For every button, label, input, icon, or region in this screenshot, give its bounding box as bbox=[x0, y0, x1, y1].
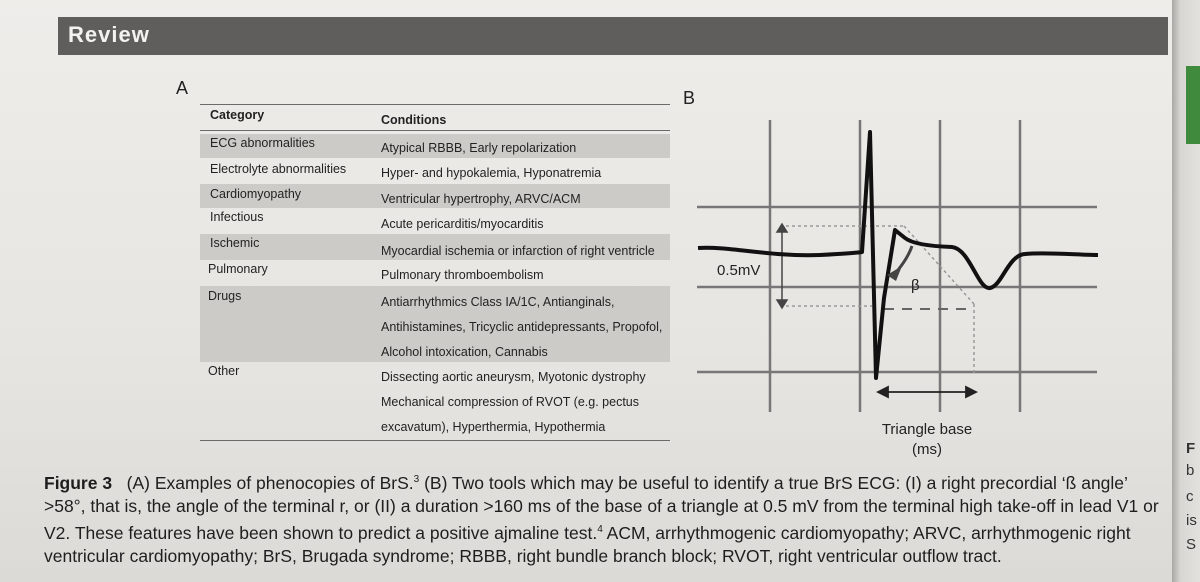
table-bottom-rule bbox=[200, 440, 670, 441]
row-category: Electrolyte abnormalities bbox=[210, 162, 347, 176]
ecg-diagram: 0.5mV β Triangle base (ms) bbox=[697, 120, 1099, 458]
beta-angle-arc bbox=[896, 245, 914, 271]
panel-b-label: B bbox=[683, 88, 696, 108]
row-category: Drugs bbox=[208, 289, 242, 303]
ecg-grid bbox=[697, 120, 1097, 412]
table-top-rule bbox=[200, 104, 670, 105]
row-category: Pulmonary bbox=[208, 262, 268, 276]
panel-a-label: A bbox=[176, 78, 189, 98]
row-category: Ischemic bbox=[210, 236, 260, 250]
figure-number: Figure 3 bbox=[44, 472, 113, 493]
triangle-base-label: Triangle base bbox=[882, 421, 972, 438]
table-row bbox=[200, 234, 670, 260]
adjacent-page-text: is bbox=[1186, 512, 1197, 529]
row-condition: Atypical RBBB, Early repolarization bbox=[381, 141, 577, 155]
citation: 4 bbox=[597, 523, 603, 535]
row-condition: Alcohol intoxication, Cannabis bbox=[381, 345, 548, 359]
column-header-conditions: Conditions bbox=[381, 113, 447, 127]
header-rule bbox=[200, 130, 670, 131]
beta-arc-arrowhead bbox=[887, 266, 902, 281]
citation: 3 bbox=[413, 474, 420, 485]
amplitude-arrow bbox=[775, 222, 789, 310]
figure-caption: Figure 3 (A) Examples of phenocopies of … bbox=[44, 468, 1164, 568]
triangle-base-arrow bbox=[875, 385, 979, 399]
adjacent-page-text: S bbox=[1186, 536, 1197, 553]
section-banner bbox=[58, 17, 1168, 55]
adjacent-page-text: c bbox=[1186, 488, 1194, 505]
amplitude-guides bbox=[780, 225, 975, 375]
row-condition: Myocardial ischemia or infarction of rig… bbox=[381, 244, 655, 258]
section-title: Review bbox=[68, 22, 150, 47]
table-row bbox=[200, 286, 670, 362]
row-category: Cardiomyopathy bbox=[210, 187, 302, 201]
table-row bbox=[200, 184, 670, 208]
caption-text: (B) Two tools which may be useful to ide… bbox=[44, 472, 1159, 543]
row-condition: Dissecting aortic aneurysm, Myotonic dys… bbox=[381, 370, 646, 384]
beta-angle-label: β bbox=[911, 277, 920, 294]
row-condition: excavatum), Hyperthermia, Hypothermia bbox=[381, 420, 606, 434]
adjacent-page-text: b bbox=[1186, 462, 1195, 479]
row-condition: Antiarrhythmics Class IA/1C, Antianginal… bbox=[381, 295, 615, 309]
adjacent-page-text: F bbox=[1186, 440, 1196, 457]
row-condition: Ventricular hypertrophy, ARVC/ACM bbox=[381, 192, 581, 206]
row-category: ECG abnormalities bbox=[210, 136, 315, 150]
page-tab bbox=[1186, 66, 1200, 144]
row-category: Other bbox=[208, 364, 240, 378]
row-condition: Hyper- and hypokalemia, Hyponatremia bbox=[381, 166, 602, 180]
row-category: Infectious bbox=[210, 210, 264, 224]
triangle-base-unit: (ms) bbox=[912, 441, 942, 458]
row-condition: Acute pericarditis/myocarditis bbox=[381, 217, 544, 231]
caption-text: ACM, arrhythmogenic cardiomyopathy; ARVC… bbox=[44, 522, 1131, 566]
row-condition: Mechanical compression of RVOT (e.g. pec… bbox=[381, 395, 639, 409]
amplitude-label: 0.5mV bbox=[717, 262, 760, 279]
ecg-trace bbox=[697, 130, 1099, 380]
row-condition: Antihistamines, Tricyclic antidepressant… bbox=[381, 320, 663, 334]
table-row bbox=[200, 134, 670, 158]
caption-text: (A) Examples of phenocopies of BrS. bbox=[126, 472, 414, 493]
row-condition: Pulmonary thromboembolism bbox=[381, 268, 544, 282]
column-header-category: Category bbox=[210, 108, 265, 122]
